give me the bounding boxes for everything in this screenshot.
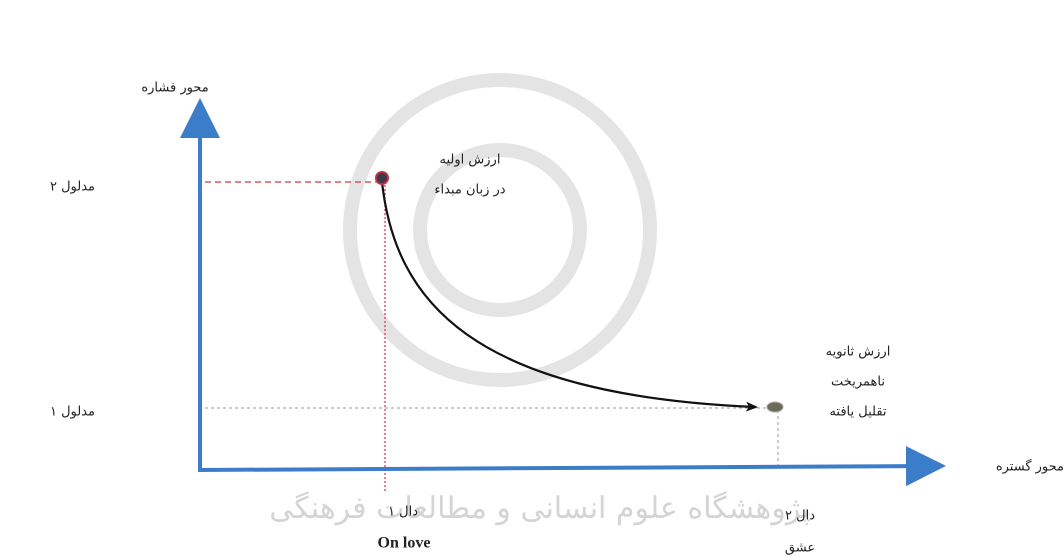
x-level-sublabel: On love (378, 535, 431, 552)
point-label: در زبان مبداء (434, 183, 505, 198)
x-level-sublabel: عشق (785, 541, 815, 556)
level-label: مدلول ۱ (50, 405, 95, 420)
point (375, 171, 389, 185)
watermark-text: پژوهشگاه علوم انسانی و مطالعات فرهنگی (269, 491, 811, 526)
x-level-label: دال ۲ (785, 509, 815, 524)
axis-label: محور گستره (996, 459, 1064, 475)
x-level-label: دال ۱ (388, 505, 418, 520)
point-label: ارزش اولیه (440, 153, 501, 168)
curve (380, 181, 758, 412)
watermark-emblem (343, 73, 657, 387)
point (766, 401, 784, 413)
level-label: مدلول ۲ (50, 180, 95, 195)
point-label: ارزش ثانویه (826, 345, 891, 360)
x-axis (197, 446, 946, 487)
point-label: ناهمریخت (831, 375, 885, 390)
point-label: تقلیل یافته (829, 405, 886, 420)
axis-label: محور فشاره (141, 81, 208, 96)
